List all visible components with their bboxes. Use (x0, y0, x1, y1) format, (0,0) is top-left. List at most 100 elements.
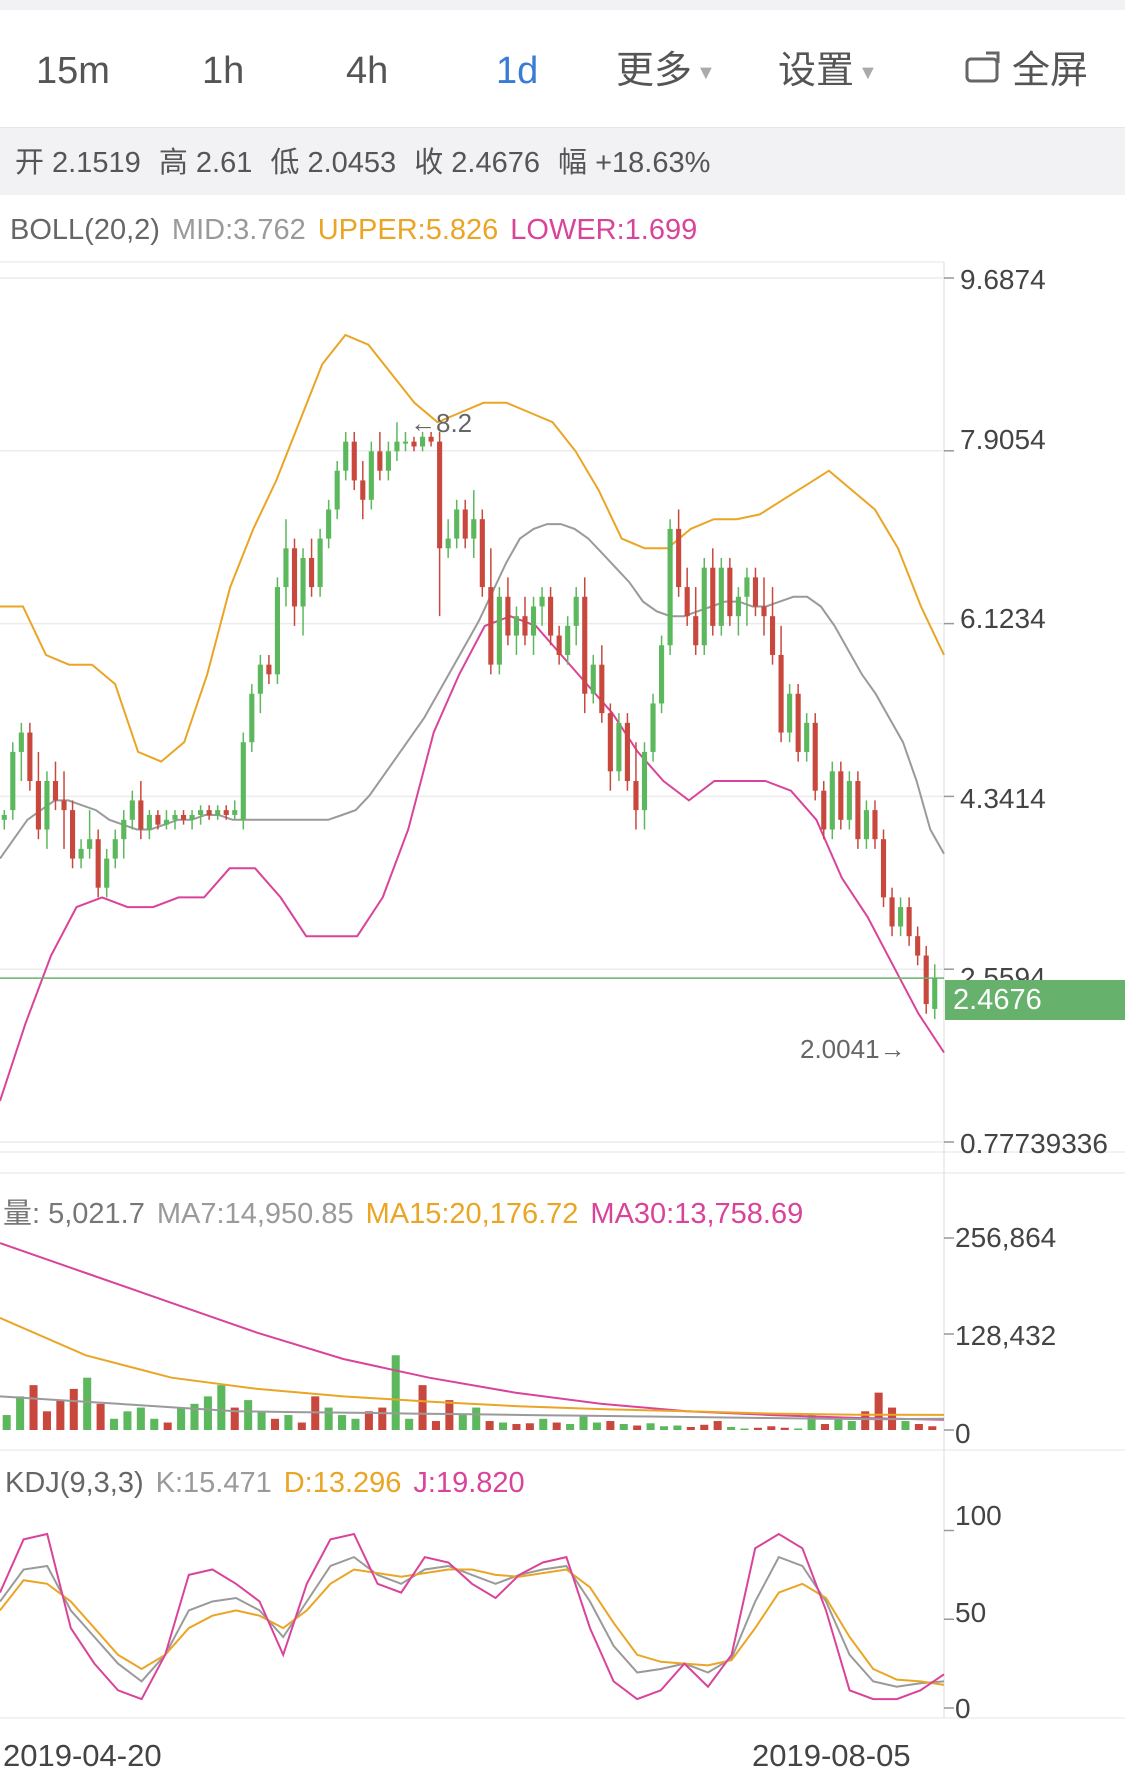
price-axis-label: 6.1234 (960, 603, 1046, 634)
volume-bar (56, 1400, 65, 1430)
candle-body (522, 616, 528, 636)
candle-body (326, 509, 332, 539)
candle-body (701, 567, 707, 646)
volume-bar (539, 1418, 548, 1430)
candle-body (172, 814, 178, 820)
fullscreen-button[interactable]: 全屏 (964, 10, 1088, 127)
volume-bar (418, 1385, 427, 1430)
tab-settings-label: 设置 (778, 50, 855, 92)
candle-body (223, 810, 229, 815)
volume-bar (69, 1388, 78, 1430)
candle-body (479, 519, 485, 588)
volume-bar (874, 1392, 883, 1430)
volume-bar (270, 1418, 280, 1430)
candle-body (1, 814, 7, 820)
tab-1d[interactable]: 1d (496, 50, 539, 92)
kdj-d: D:13.296 (283, 1467, 402, 1499)
candle-body (27, 732, 33, 782)
candle-body (232, 810, 238, 815)
boll-upper-line (0, 333, 945, 763)
volume-bar (914, 1424, 923, 1430)
volume-bar (123, 1411, 132, 1430)
volume-bar (753, 1427, 762, 1430)
volume-bar (566, 1424, 575, 1430)
candle-body (445, 538, 451, 549)
volume-bar (2, 1415, 11, 1430)
candle-body (624, 722, 630, 782)
candle-body (607, 713, 613, 772)
candle-body (309, 557, 315, 588)
boll-upper: UPPER:5.826 (317, 214, 499, 246)
volume-bar (351, 1418, 360, 1430)
candle-body (240, 742, 246, 820)
kdj-k: K:15.471 (155, 1467, 272, 1499)
candle-body (454, 509, 460, 539)
candle-body (539, 596, 545, 607)
volume-bar (646, 1423, 655, 1430)
candle-body (343, 441, 349, 471)
volume-axis-label: 128,432 (955, 1320, 1057, 1351)
tab-more[interactable]: 更多 ▼ (616, 10, 716, 127)
volume-bar (29, 1385, 38, 1430)
volume-bar (83, 1377, 92, 1430)
candle-body (360, 480, 366, 500)
candle-body (274, 587, 280, 675)
boll-legend: BOLL(20,2) MID:3.762 UPPER:5.826 LOWER:1.69… (10, 214, 709, 247)
kdj-axis-label: 50 (955, 1597, 987, 1628)
candle-body (727, 567, 733, 617)
candle-body (710, 567, 716, 626)
candle-body (650, 703, 656, 752)
low-value: 低 2.0453 (270, 147, 397, 179)
tab-settings[interactable]: 设置 ▼ (778, 10, 878, 127)
price-axis-label: 0.77739336 (960, 1128, 1108, 1159)
volume-bar (713, 1421, 722, 1430)
candle-body (880, 839, 887, 898)
volume-ma15-line (0, 1316, 945, 1416)
candle-body (530, 606, 537, 636)
volume-bar (633, 1425, 642, 1430)
tab-1h[interactable]: 1h (202, 50, 245, 92)
volume-bar (364, 1411, 373, 1430)
volume-bar (525, 1423, 534, 1430)
volume-bar (512, 1424, 521, 1430)
volume-bar (378, 1407, 387, 1430)
candle-body (923, 955, 929, 1005)
kdj-legend: KDJ(9,3,3) K:15.471 D:13.296 J:19.820 (5, 1467, 537, 1500)
candle-body (846, 781, 852, 820)
volume-axis-label: 0 (955, 1418, 971, 1449)
volume-bar (458, 1415, 467, 1430)
interval-tab-bar: 15m 1h 4h 1d 更多 ▼ 设置 ▼ 全屏 (0, 10, 1125, 128)
kdj-axis-label: 0 (955, 1693, 971, 1724)
candle-body (548, 596, 554, 636)
volume-bar (485, 1421, 494, 1430)
volume-bar (820, 1424, 830, 1430)
candle-body (812, 722, 818, 791)
volume-bar (109, 1418, 119, 1430)
tab-4h[interactable]: 4h (346, 50, 389, 92)
boll-mid: MID:3.762 (171, 214, 306, 246)
candle-body (95, 839, 101, 888)
candle-body (129, 800, 135, 820)
candle-body (462, 509, 468, 539)
volume-legend: 量: 5,021.7 MA7:14,950.85 MA15:20,176.72 MA3… (3, 1190, 815, 1232)
candle-body (641, 751, 648, 811)
volume-bar (163, 1422, 172, 1430)
volume-label: 量: 5,021.7 (3, 1198, 145, 1230)
start-date-label: 2019-04-20 (3, 1738, 162, 1773)
change-value: 幅 +18.63% (558, 147, 711, 179)
candle-body (402, 441, 409, 444)
volume-bar (659, 1426, 669, 1430)
volume-bar (499, 1422, 508, 1430)
volume-bar (834, 1418, 843, 1430)
volume-bar (405, 1418, 414, 1430)
open-value: 开 2.1519 (15, 147, 141, 179)
candle-body (838, 771, 844, 820)
candle-body (778, 654, 784, 733)
tab-15m[interactable]: 15m (36, 50, 110, 92)
candle-body (146, 814, 152, 830)
boll-label: BOLL(20,2) (10, 214, 160, 246)
candle-body (616, 722, 622, 772)
candle-body (898, 907, 904, 927)
volume-bar (203, 1396, 212, 1430)
